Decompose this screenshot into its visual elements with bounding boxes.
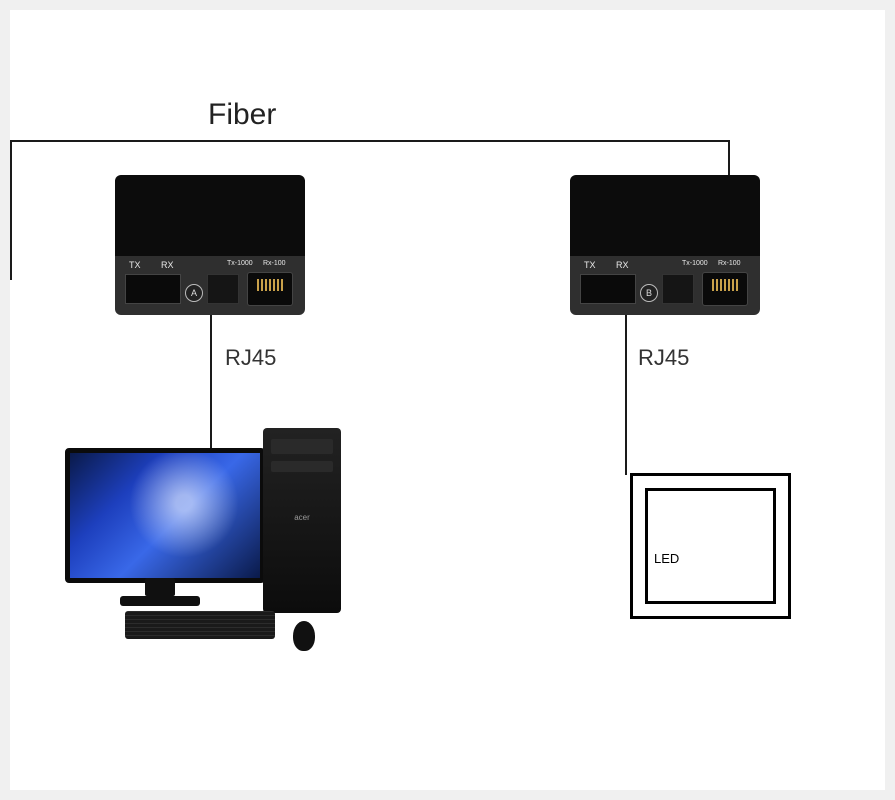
mc-a-rj45-port: [247, 272, 293, 306]
rj45-label-right: RJ45: [638, 345, 689, 371]
pc-stand: [145, 578, 175, 596]
rj45-line-right: [625, 315, 627, 475]
fiber-line-drop-right: [728, 140, 730, 180]
pc-keyboard: [125, 611, 275, 639]
pc-monitor: [65, 448, 265, 583]
mc-b-led-block: [662, 274, 694, 304]
mc-a-top: [115, 175, 305, 256]
pc-base: [120, 596, 200, 606]
media-converter-a: TX RX Tx-1000 Rx-100 A: [115, 175, 305, 315]
mc-a-rate1: Tx-1000: [227, 260, 253, 267]
led-box: LED: [630, 473, 791, 619]
rj45-label-left: RJ45: [225, 345, 276, 371]
mc-b-face: TX RX Tx-1000 Rx-100 B: [570, 256, 760, 315]
mc-a-rate2: Rx-100: [263, 260, 286, 267]
mc-b-rx-label: RX: [616, 260, 629, 270]
computer: acer: [65, 428, 365, 658]
led-box-inner: LED: [645, 488, 776, 604]
mc-b-tx-label: TX: [584, 260, 596, 270]
mc-a-led-block: [207, 274, 239, 304]
mc-b-rate1: Tx-1000: [682, 260, 708, 267]
pc-mouse: [293, 621, 315, 651]
mc-a-rx-label: RX: [161, 260, 174, 270]
mc-b-rj45-port: [702, 272, 748, 306]
led-box-label: LED: [654, 551, 679, 566]
fiber-line-top: [10, 140, 730, 142]
mc-a-sc-port: [125, 274, 181, 304]
pc-tower-brand: acer: [263, 513, 341, 522]
fiber-line-drop-left: [10, 140, 12, 280]
media-converter-b: TX RX Tx-1000 Rx-100 B: [570, 175, 760, 315]
mc-b-badge: B: [640, 284, 658, 302]
diagram-stage: Fiber RJ45 RJ45 TX RX Tx-1000 Rx-100 A T…: [10, 10, 885, 790]
pc-screen: [70, 453, 260, 578]
fiber-label: Fiber: [208, 98, 276, 132]
mc-a-tx-label: TX: [129, 260, 141, 270]
mc-b-top: [570, 175, 760, 256]
mc-b-sc-port: [580, 274, 636, 304]
mc-a-face: TX RX Tx-1000 Rx-100 A: [115, 256, 305, 315]
pc-tower: acer: [263, 428, 341, 613]
mc-b-rate2: Rx-100: [718, 260, 741, 267]
mc-a-badge: A: [185, 284, 203, 302]
